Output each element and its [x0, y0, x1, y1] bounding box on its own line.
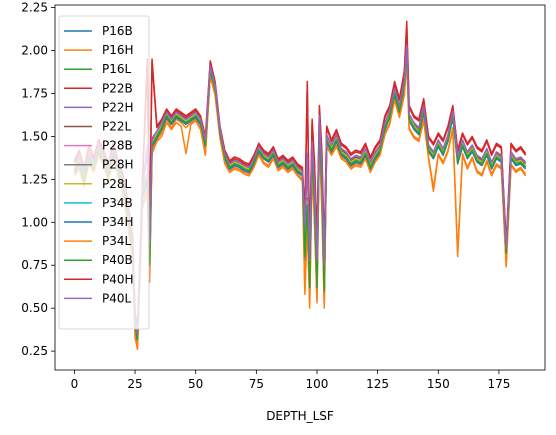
legend-label-p40l: P40L: [102, 291, 132, 305]
legend-label-p34l: P34L: [102, 234, 132, 248]
legend-label-p34h: P34H: [102, 215, 134, 229]
y-tick-label: 0.75: [21, 258, 48, 272]
legend-label-p22l: P22L: [102, 120, 132, 134]
y-tick-label: 0.50: [21, 301, 48, 315]
legend-label-p40b: P40B: [102, 253, 133, 267]
x-tick-label: 125: [366, 377, 389, 391]
y-tick-label: 1.25: [21, 172, 48, 186]
x-tick-label: 50: [188, 377, 203, 391]
axes-frame: [54, 4, 546, 371]
legend-label-p22h: P22H: [102, 100, 134, 114]
x-tick-label: 150: [427, 377, 450, 391]
legend-label-p40h: P40H: [102, 272, 134, 286]
y-tick-label: 1.50: [21, 129, 48, 143]
legend-label-p34b: P34B: [102, 196, 133, 210]
y-tick-label: 1.00: [21, 215, 48, 229]
x-tick-label: 100: [306, 377, 329, 391]
legend-label-p16b: P16B: [102, 24, 133, 38]
y-tick-label: 2.00: [21, 44, 48, 58]
legend-box: [58, 15, 150, 330]
legend: P16B P16H P16L P22B P22H P22L P28B P28H P28L P34B…: [58, 15, 150, 330]
x-tick-label: 0: [71, 377, 79, 391]
legend-label-p22b: P22B: [102, 81, 133, 95]
y-tick-label: 0.25: [21, 344, 48, 358]
x-axis-title: DEPTH_LSF: [266, 409, 334, 423]
legend-label-p16l: P16L: [102, 62, 132, 76]
x-tick-label: 75: [249, 377, 264, 391]
y-tick-label: 2.25: [21, 1, 48, 15]
legend-entries: P16B P16H P16L P22B P22H P22L P28B P28H P28L P34B…: [64, 24, 134, 305]
y-axis: 0.25 0.50 0.75 1.00 1.25 1.50 1.75 2.00 2.25: [21, 1, 55, 358]
legend-label-p16h: P16H: [102, 43, 134, 57]
x-axis: 0 25 50 75 100 125 150 175: [71, 370, 510, 391]
legend-label-p28h: P28H: [102, 158, 134, 172]
legend-label-p28b: P28B: [102, 139, 133, 153]
x-tick-label: 25: [127, 377, 142, 391]
legend-label-p28l: P28L: [102, 177, 132, 191]
y-tick-label: 1.75: [21, 86, 48, 100]
x-tick-label: 175: [487, 377, 510, 391]
